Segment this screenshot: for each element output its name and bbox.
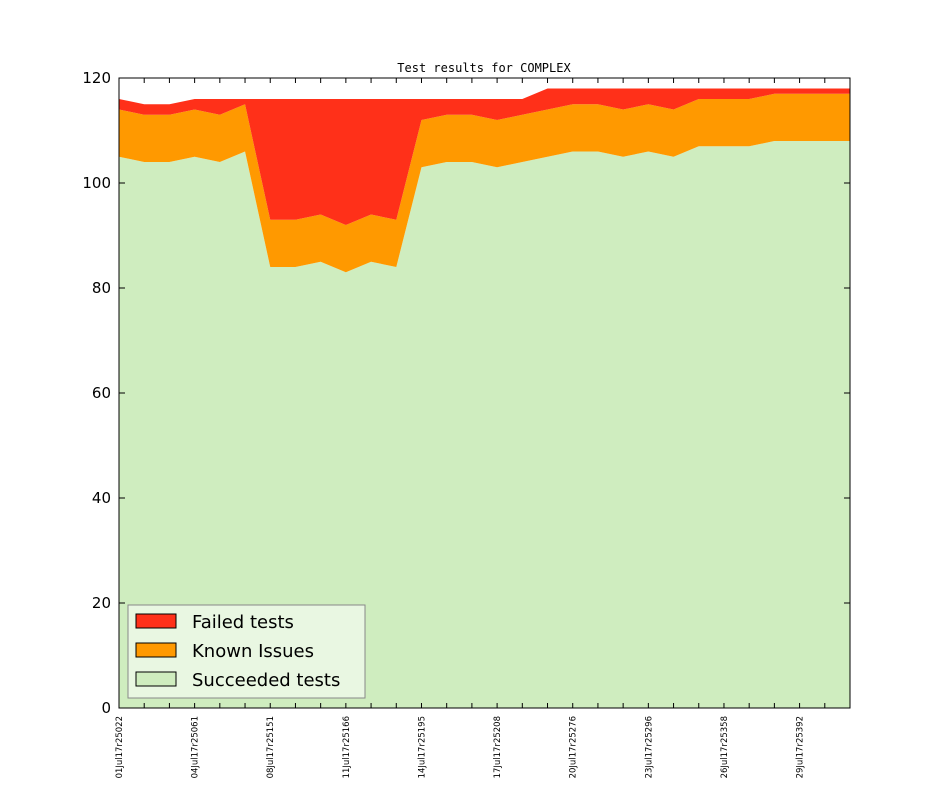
area-succeeded-tests: [119, 141, 850, 708]
x-tick-label: 01Jul17r25022: [115, 716, 125, 778]
y-tick-label: 60: [92, 384, 111, 402]
x-tick-label: 26Jul17r25358: [720, 716, 730, 778]
x-tick-label: 08Jul17r25151: [266, 716, 276, 778]
x-tick-label: 11Jul17r25166: [342, 716, 352, 778]
legend: Failed tests Known Issues Succeeded tests: [127, 604, 366, 699]
area-failed-tests: [119, 88, 850, 225]
legend-label-failed-tests: Failed tests: [192, 612, 294, 633]
x-tick-label: 20Jul17r25276: [569, 716, 579, 778]
y-tick-label: 80: [92, 279, 111, 297]
chart-title: Test results for COMPLEX: [397, 61, 571, 75]
x-tick-label: 14Jul17r25195: [417, 716, 427, 778]
y-tick-label: 0: [101, 699, 111, 717]
y-tick-label: 20: [92, 594, 111, 612]
stacked-areas: [119, 88, 850, 708]
x-axis: 01Jul17r25022 04Jul17r25061 08Jul17r25151 1…: [115, 78, 851, 778]
legend-swatch-known-issues: [135, 642, 177, 658]
x-tick-label: 23Jul17r25296: [644, 716, 654, 778]
legend-label-succeeded-tests: Succeeded tests: [192, 670, 340, 691]
legend-swatch-failed-tests: [135, 613, 177, 629]
legend-swatch-succeeded-tests: [135, 671, 177, 687]
y-tick-label: 120: [82, 69, 111, 87]
x-tick-label: 04Jul17r25061: [191, 716, 201, 778]
legend-label-known-issues: Known Issues: [192, 641, 314, 662]
y-tick-label: 40: [92, 489, 111, 507]
area-known-issues: [119, 93, 850, 273]
x-tick-label: 29Jul17r25392: [796, 716, 806, 778]
x-tick-label: 17Jul17r25208: [493, 716, 503, 778]
y-tick-label: 100: [82, 174, 111, 192]
y-axis: 0 20 40 60 80 100 120: [82, 69, 850, 717]
